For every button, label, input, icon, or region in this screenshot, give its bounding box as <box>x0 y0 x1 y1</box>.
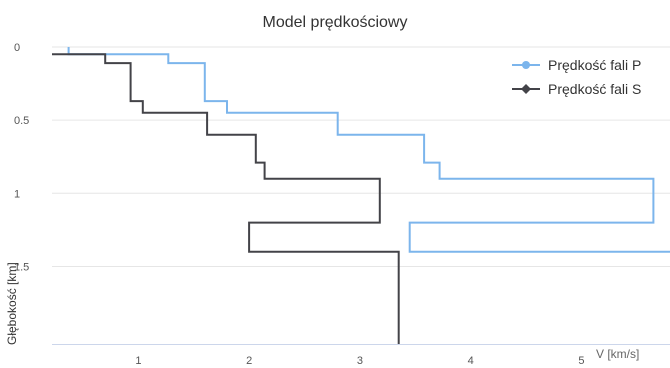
chart-title: Model prędkościowy <box>262 14 408 31</box>
y-axis-ticks: 0 0.5 1 1.5 <box>14 42 29 273</box>
y-tick-label: 1 <box>14 188 20 200</box>
grid <box>52 46 670 345</box>
circle-marker-icon <box>512 61 540 69</box>
x-axis-label: V [km/s] <box>596 347 640 361</box>
y-tick-label: 0 <box>14 42 20 54</box>
x-axis-ticks: 1 2 3 4 5 <box>135 355 584 367</box>
diamond-marker-icon <box>512 84 540 94</box>
legend-label-p: Prędkość fali P <box>548 57 642 73</box>
series-line-p-wave <box>67 47 670 253</box>
series-line-s-wave <box>52 53 400 344</box>
legend: Prędkość fali P Prędkość fali S <box>512 54 641 102</box>
legend-item-s[interactable]: Prędkość fali S <box>512 78 641 100</box>
x-tick-label: 2 <box>246 355 252 367</box>
series-layer <box>52 47 670 344</box>
x-tick-label: 3 <box>357 355 363 367</box>
legend-item-p[interactable]: Prędkość fali P <box>512 54 641 76</box>
x-tick-label: 4 <box>468 355 474 367</box>
y-axis-label: Głębokość [km] <box>5 262 19 345</box>
y-tick-label: 0.5 <box>14 115 29 127</box>
x-tick-label: 5 <box>578 355 584 367</box>
y-tick-label: 1.5 <box>14 261 29 273</box>
legend-label-s: Prędkość fali S <box>548 81 642 97</box>
x-tick-label: 1 <box>135 355 141 367</box>
